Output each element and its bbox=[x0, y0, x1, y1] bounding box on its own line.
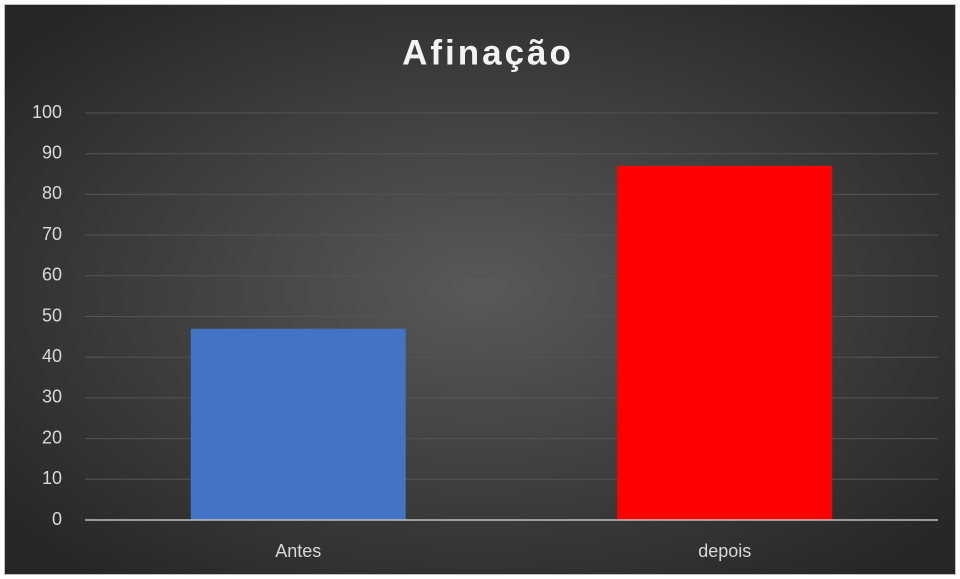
x-tick-label: depois bbox=[698, 541, 751, 561]
bar bbox=[617, 165, 833, 520]
y-tick-label: 70 bbox=[42, 224, 62, 244]
y-tick-label: 10 bbox=[42, 468, 62, 488]
y-tick-label: 0 bbox=[52, 509, 62, 529]
y-tick-label: 40 bbox=[42, 346, 62, 366]
y-tick-label: 80 bbox=[42, 183, 62, 203]
y-tick-label: 100 bbox=[32, 102, 62, 122]
bar bbox=[190, 328, 406, 520]
y-tick-label: 60 bbox=[42, 265, 62, 285]
y-tick-label: 50 bbox=[42, 305, 62, 325]
y-tick-label: 20 bbox=[42, 427, 62, 447]
x-tick-label: Antes bbox=[275, 541, 321, 561]
chart-title: Afinação bbox=[402, 33, 574, 72]
y-tick-label: 30 bbox=[42, 387, 62, 407]
y-tick-label: 90 bbox=[42, 142, 62, 162]
